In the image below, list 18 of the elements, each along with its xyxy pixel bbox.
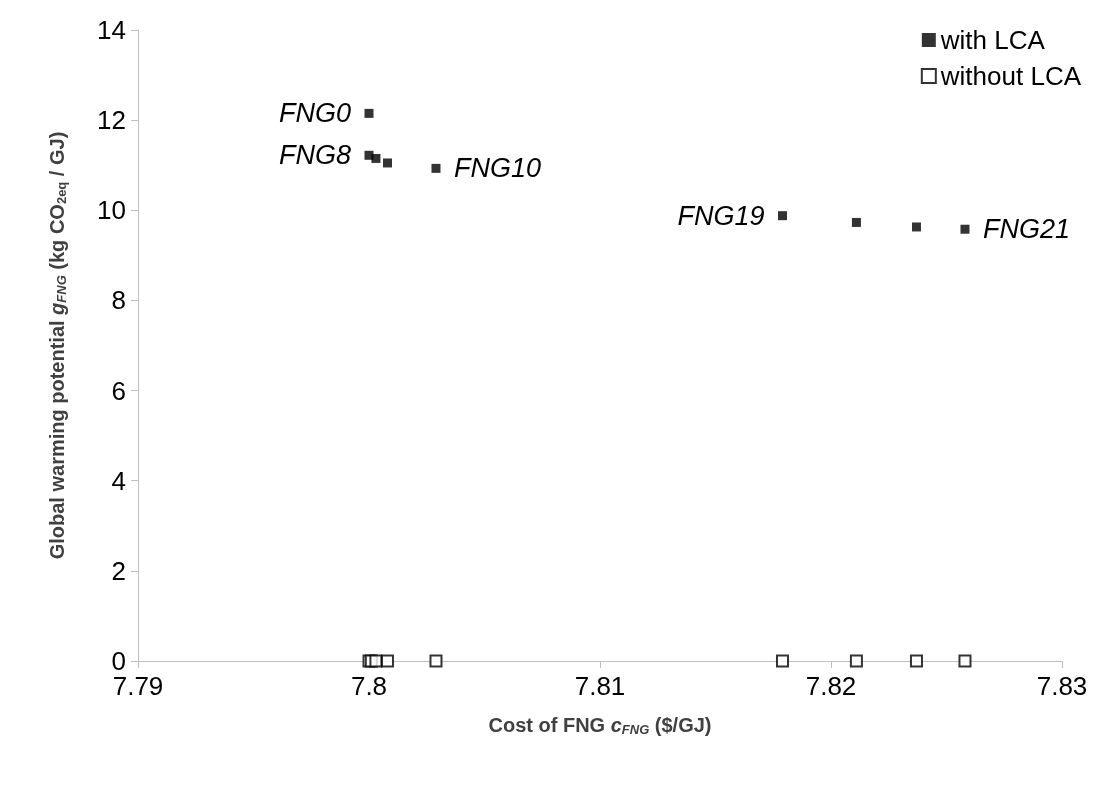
annotation: FNG19 [677,200,765,231]
y-tick-label: 14 [97,15,126,45]
annotation: FNG21 [982,214,1071,245]
y-tick-label: 8 [111,285,126,316]
annotation: FNG0 [278,98,351,129]
x-tick-label: 7.82 [805,671,857,701]
x-tick-label: 7.83 [1036,671,1088,701]
x-tick-label: 7.8 [350,671,388,701]
y-tick-label: 6 [111,375,126,406]
y-tick-label: 10 [97,195,126,226]
y-tick-label: 12 [97,105,126,136]
legend-label: with LCA [939,25,1046,55]
y-tick-label: 4 [111,465,126,496]
annotation: FNG10 [453,153,542,184]
x-tick-label: 7.81 [574,671,626,701]
annotation: FNG8 [278,140,351,171]
y-tick-label: 2 [111,555,126,586]
legend-label: without LCA [939,61,1082,91]
